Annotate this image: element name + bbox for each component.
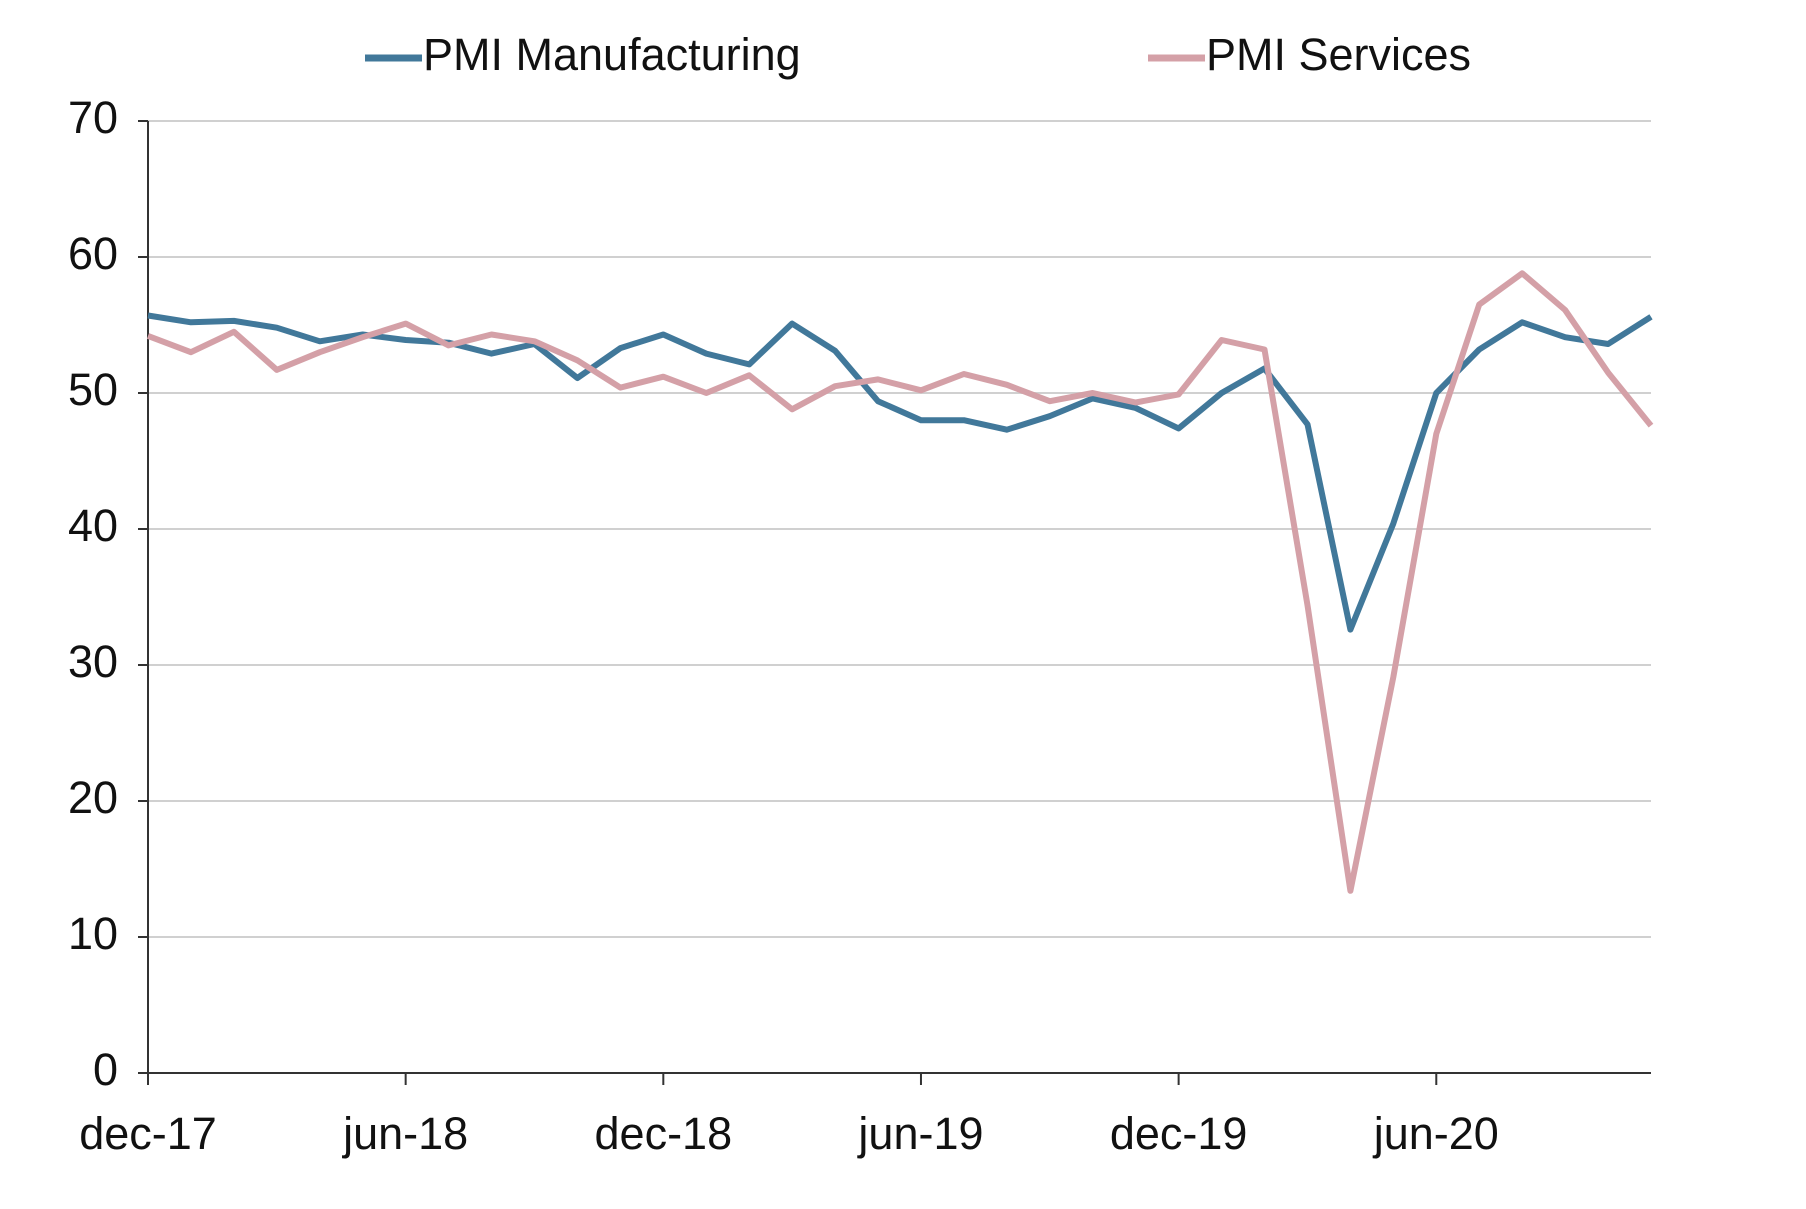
x-tick-label: jun-19 bbox=[856, 1108, 983, 1159]
y-tick-label: 10 bbox=[68, 908, 118, 959]
x-tick-label: dec-17 bbox=[79, 1108, 217, 1159]
line-series bbox=[147, 312, 1653, 633]
x-tick-label: dec-19 bbox=[1110, 1108, 1248, 1159]
y-tick-label: 0 bbox=[93, 1044, 118, 1095]
y-tick-label: 30 bbox=[68, 636, 118, 687]
y-tick-label: 60 bbox=[68, 228, 118, 279]
y-tick-label: 40 bbox=[68, 500, 118, 551]
x-tick-label: jun-20 bbox=[1372, 1108, 1499, 1159]
x-tick-label: dec-18 bbox=[595, 1108, 733, 1159]
y-tick-label: 20 bbox=[68, 772, 118, 823]
legend-label: PMI Services bbox=[1206, 29, 1471, 80]
legend-label: PMI Manufacturing bbox=[423, 29, 801, 80]
x-tick-label: jun-18 bbox=[341, 1108, 468, 1159]
line-series bbox=[146, 270, 1654, 894]
y-tick-label: 50 bbox=[68, 364, 118, 415]
y-tick-label: 70 bbox=[68, 92, 118, 143]
